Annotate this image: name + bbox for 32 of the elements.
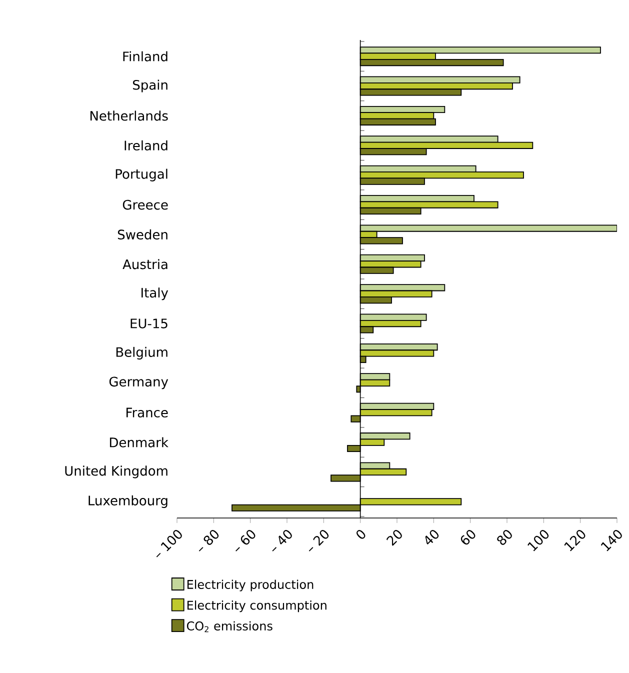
y-tick-label: Sweden	[118, 229, 168, 240]
x-tick-label: – 100	[156, 530, 182, 558]
y-tick-label: United Kingdom	[65, 466, 168, 478]
y-tick-label: Greece	[123, 200, 168, 210]
x-tick-label: 0	[356, 530, 366, 539]
y-tick-label: Luxembourg	[88, 495, 168, 508]
legend-label: CO$_{2}$ emissions	[187, 621, 273, 632]
y-tick-label: Denmark	[110, 437, 169, 448]
y-tick-label: Ireland	[124, 140, 168, 150]
x-tick-label: 140	[601, 530, 622, 552]
y-tick-label: France	[126, 408, 168, 418]
y-tick-label: Germany	[110, 376, 168, 390]
x-tick-label: 80	[497, 530, 512, 545]
y-tick-label: Netherlands	[90, 110, 168, 121]
legend-label: Electricity consumption	[188, 600, 327, 612]
x-tick-label: – 60	[236, 530, 256, 552]
y-tick-label: EU-15	[130, 318, 168, 328]
x-tick-label: 20	[386, 530, 402, 546]
y-tick-label: Italy	[142, 288, 168, 300]
x-tick-label: – 40	[272, 530, 292, 552]
x-tick-label: 120	[564, 530, 586, 552]
x-tick-label: 40	[425, 530, 439, 545]
y-tick-label: Finland	[123, 51, 168, 62]
y-tick-label: Portugal	[116, 168, 168, 182]
x-tick-label: – 80	[199, 530, 219, 552]
x-tick-label: 60	[461, 530, 476, 545]
y-tick-label: Belgium	[116, 346, 168, 360]
x-tick-label: – 20	[309, 530, 329, 552]
x-tick-label: 100	[528, 530, 549, 552]
y-tick-label: Spain	[133, 80, 168, 92]
legend-label: Electricity production	[188, 580, 314, 592]
y-tick-label: Austria	[122, 259, 168, 270]
